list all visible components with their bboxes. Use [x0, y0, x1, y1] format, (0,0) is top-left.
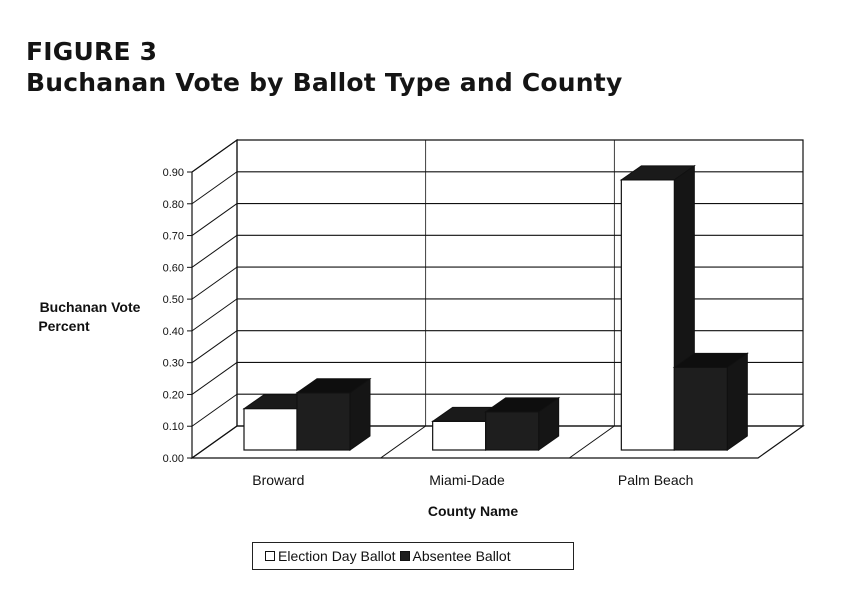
side-gridline — [191, 139, 238, 173]
bar-front — [485, 411, 540, 451]
bar-front — [243, 408, 298, 451]
x-category-label: Miami-Dade — [429, 472, 505, 488]
side-gridline — [191, 266, 238, 300]
y-tick-label: 0.90 — [163, 167, 184, 179]
y-tick-label: 0.10 — [163, 421, 184, 433]
legend-label-election-day: Election Day Ballot — [278, 548, 396, 564]
side-gridline — [191, 171, 238, 205]
side-gridline — [191, 203, 238, 236]
bar-absentee-broward — [295, 377, 372, 451]
y-tick-label: 0.70 — [163, 231, 184, 243]
x-category-label: Broward — [252, 472, 304, 488]
y-axis-label-line2: Percent — [38, 318, 90, 334]
bar-absentee-palm-beach — [672, 352, 749, 451]
figure-title-block: FIGURE 3 Buchanan Vote by Ballot Type an… — [26, 36, 622, 98]
y-tick-label: 0.30 — [163, 358, 184, 370]
chart-legend: Election Day Ballot Absentee Ballot — [252, 542, 574, 570]
y-tick-label: 0.60 — [163, 262, 184, 274]
bar-front — [620, 179, 675, 451]
bar-front — [432, 420, 487, 451]
side-gridline — [191, 393, 238, 427]
floor-category-divider — [569, 425, 615, 459]
y-tick-label: 0.80 — [163, 199, 184, 211]
side-gridline — [191, 234, 238, 268]
floor-category-divider — [380, 425, 426, 459]
y-tick-labels: 0.00 0.10 0.20 0.30 0.40 0.50 0.60 0.70 0.80 0.90 — [163, 167, 184, 465]
y-tick-label: 0.40 — [163, 326, 184, 338]
legend-swatch-absentee — [399, 551, 410, 561]
y-tick-label: 0.00 — [163, 453, 184, 465]
side-gridline — [191, 298, 238, 332]
bar-election-day-palm-beach — [619, 164, 696, 451]
side-gridline — [191, 330, 238, 364]
legend-item-absentee: Absentee Ballot — [399, 548, 511, 564]
figure-label: FIGURE 3 — [26, 37, 158, 66]
chart-bars — [242, 164, 749, 451]
x-category-labels: Broward Miami-Dade Palm Beach — [252, 472, 693, 488]
bar-front — [296, 392, 351, 451]
legend-item-election-day: Election Day Ballot — [265, 548, 396, 564]
side-gridline — [191, 362, 238, 395]
legend-label-absentee: Absentee Ballot — [412, 548, 511, 564]
y-tick-label: 0.20 — [163, 389, 184, 401]
x-category-label: Palm Beach — [618, 472, 693, 488]
bar-side — [726, 352, 748, 451]
chart-title: Buchanan Vote by Ballot Type and County — [26, 68, 623, 97]
bar-front — [673, 366, 728, 451]
y-tick-label: 0.50 — [163, 294, 184, 306]
x-axis-label: County Name — [428, 503, 518, 519]
legend-swatch-election-day — [265, 551, 275, 561]
y-axis-label-line1: Buchanan Vote — [40, 299, 141, 315]
bar-absentee-miami-dade — [484, 396, 561, 451]
